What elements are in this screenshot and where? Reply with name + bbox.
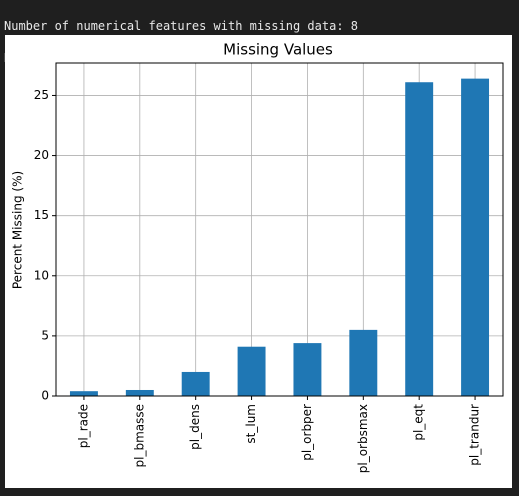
chart-title: Missing Values	[223, 41, 333, 59]
console-line: Number of numerical features with missin…	[4, 19, 359, 33]
bar	[237, 346, 266, 396]
bar	[349, 329, 378, 396]
bar	[125, 389, 154, 396]
x-tick-label: pl_rade	[76, 404, 90, 448]
bar	[293, 343, 322, 396]
y-tick-label: 5	[41, 328, 49, 342]
plot-frame	[55, 62, 504, 397]
y-tick-label: 0	[41, 389, 49, 403]
bar	[461, 78, 490, 396]
y-tick-label: 20	[34, 148, 49, 162]
bar	[69, 391, 98, 396]
x-tick-label: pl_trandur	[468, 404, 482, 466]
chart: Missing Values Percent Missing (%) 0 5 10 1…	[5, 35, 512, 488]
bar	[405, 82, 434, 397]
x-tick-label: pl_bmasse	[132, 404, 146, 468]
x-tick-label: pl_orbsmax	[356, 404, 370, 473]
y-tick-label: 25	[34, 88, 49, 102]
x-tick-label: pl_eqt	[412, 404, 426, 441]
x-tick-label: pl_orbper	[300, 404, 314, 461]
bar	[181, 371, 210, 396]
y-axis-label: Percent Missing (%)	[11, 171, 25, 289]
x-tick-label: st_lum	[244, 404, 258, 444]
y-tick-label: 10	[34, 268, 49, 282]
y-tick-label: 15	[34, 208, 49, 222]
x-tick-label: pl_dens	[188, 404, 202, 450]
